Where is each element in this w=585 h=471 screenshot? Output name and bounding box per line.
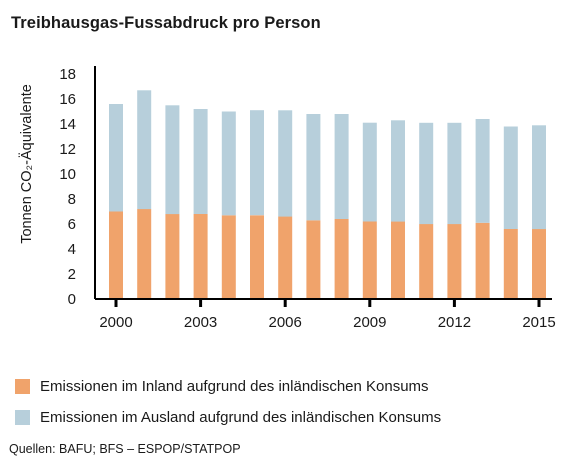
legend-swatch-ausland: [15, 410, 30, 425]
bar-ausland-2000: [109, 104, 123, 212]
bar-inland-2006: [278, 216, 293, 299]
bar-inland-2014: [503, 229, 518, 299]
bar-ausland-2011: [419, 122, 434, 225]
x-tick-label-2006: 2006: [269, 314, 302, 331]
bar-inland-2010: [391, 221, 405, 299]
bar-inland-2003: [193, 214, 208, 299]
bar-inland-2001: [137, 209, 152, 299]
bar-ausland-2015: [532, 125, 546, 230]
bar-ausland-2006: [278, 110, 293, 217]
source-note: Quellen: BAFU; BFS – ESPOP/STATPOP: [9, 442, 241, 456]
x-tick-label-2009: 2009: [353, 314, 386, 331]
bar-ausland-2001: [137, 90, 152, 210]
bar-ausland-2010: [391, 120, 405, 222]
y-tick-label-16: 16: [59, 91, 76, 108]
legend-swatch-inland: [15, 379, 30, 394]
legend-item-ausland: Emissionen im Ausland aufgrund des inlän…: [15, 409, 441, 426]
bar-ausland-2009: [362, 122, 377, 222]
bar-inland-2007: [306, 220, 321, 300]
x-tick-label-2000: 2000: [99, 314, 132, 331]
x-tick-label-2003: 2003: [184, 314, 217, 331]
bar-ausland-2005: [250, 110, 264, 216]
y-tick-label-14: 14: [59, 116, 76, 133]
y-tick-label-18: 18: [59, 66, 76, 83]
y-axis-label: Tonnen CO₂-Äquivalente: [18, 84, 35, 244]
bar-inland-2005: [250, 215, 264, 300]
bar-inland-2011: [419, 224, 434, 299]
bar-ausland-2003: [193, 109, 208, 214]
legend-label-inland: Emissionen im Inland aufgrund des inländ…: [40, 378, 429, 395]
bars-group: [109, 90, 546, 300]
bar-inland-2000: [109, 211, 123, 299]
bar-ausland-2008: [334, 114, 349, 219]
bar-ausland-2007: [306, 114, 321, 221]
bar-inland-2012: [447, 224, 462, 299]
y-tick-label-12: 12: [59, 141, 76, 158]
bar-ausland-2012: [447, 122, 462, 225]
x-ticks: 2000 2003 2006 2009 2012 2015: [99, 299, 556, 331]
y-tick-label-4: 4: [68, 241, 76, 258]
bar-inland-2015: [532, 229, 546, 299]
bar-ausland-2004: [221, 111, 236, 216]
bar-inland-2004: [221, 215, 236, 300]
bar-ausland-2002: [165, 105, 180, 215]
y-tick-label-10: 10: [59, 166, 76, 183]
bar-inland-2009: [362, 221, 377, 299]
y-tick-label-6: 6: [68, 216, 76, 233]
y-tick-labels: 0 2 4 6 8 10 12 14 16 18: [59, 66, 76, 308]
chart-title: Treibhausgas-Fussabdruck pro Person: [11, 14, 321, 32]
legend-item-inland: Emissionen im Inland aufgrund des inländ…: [15, 378, 429, 395]
x-tick-label-2015: 2015: [522, 314, 555, 331]
y-tick-label-0: 0: [68, 291, 76, 308]
y-tick-label-2: 2: [68, 266, 76, 283]
stacked-bar-chart: 0 2 4 6 8 10 12 14 16 18 2000 2003 2006 2009 2012 2015…: [18, 66, 556, 331]
bar-ausland-2013: [475, 119, 490, 223]
y-tick-label-8: 8: [68, 191, 76, 208]
legend-label-ausland: Emissionen im Ausland aufgrund des inlän…: [40, 409, 442, 426]
bar-inland-2002: [165, 214, 180, 299]
bar-inland-2008: [334, 219, 349, 299]
x-tick-label-2012: 2012: [438, 314, 471, 331]
bar-inland-2013: [475, 222, 490, 300]
bar-ausland-2014: [503, 126, 518, 229]
